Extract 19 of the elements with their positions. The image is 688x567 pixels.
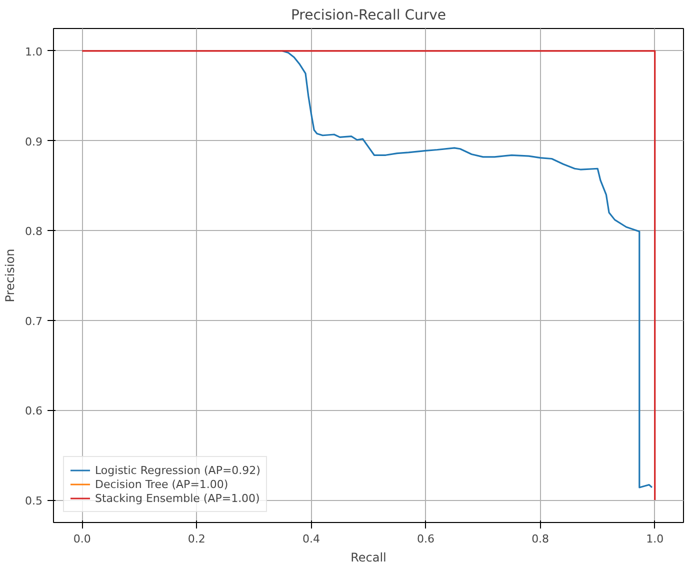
y-tick-label: 0.7 bbox=[25, 314, 43, 328]
y-tick-label: 1.0 bbox=[25, 45, 43, 58]
y-tick-label: 0.8 bbox=[25, 225, 43, 238]
y-tick-label: 0.6 bbox=[25, 404, 43, 418]
chart-title: Precision-Recall Curve bbox=[290, 8, 446, 24]
y-tick-label: 0.9 bbox=[25, 135, 43, 148]
line-series bbox=[282, 50, 653, 488]
y-axis-title: Precision bbox=[3, 248, 18, 302]
x-tick-label: 0.6 bbox=[417, 532, 435, 546]
x-tick-label: 0.8 bbox=[532, 532, 550, 546]
x-tick-label: 1.0 bbox=[646, 532, 664, 546]
legend-label: Stacking Ensemble (AP=1.00) bbox=[95, 491, 260, 505]
x-tick-label: 0.0 bbox=[73, 532, 91, 546]
x-tick-label: 0.4 bbox=[302, 532, 320, 546]
legend-label: Logistic Regression (AP=0.92) bbox=[95, 463, 260, 477]
y-tick-label: 0.5 bbox=[25, 494, 43, 508]
x-axis-title: Recall bbox=[350, 550, 386, 564]
legend-label: Decision Tree (AP=1.00) bbox=[95, 477, 228, 491]
x-tick-label: 0.2 bbox=[188, 532, 206, 546]
